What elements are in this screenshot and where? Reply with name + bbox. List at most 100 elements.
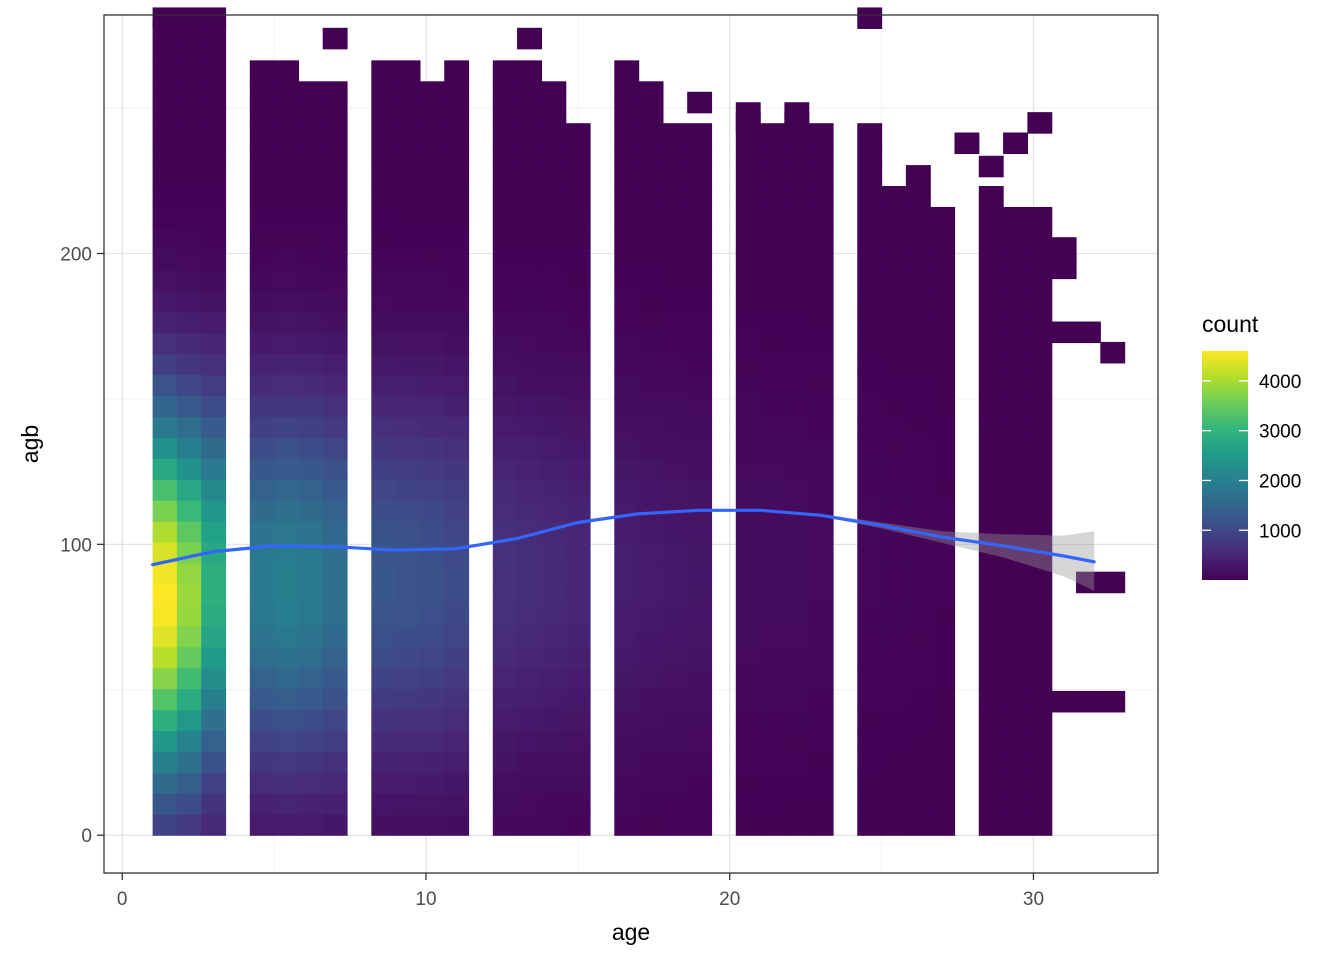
heatmap-tile bbox=[978, 248, 1004, 271]
heatmap-tile bbox=[492, 60, 518, 82]
heatmap-tile bbox=[735, 437, 761, 459]
heatmap-tile bbox=[978, 667, 1004, 690]
heatmap-tile bbox=[687, 206, 713, 229]
heatmap-tile bbox=[1027, 562, 1053, 585]
heatmap-tile bbox=[1003, 311, 1028, 334]
heatmap-tile bbox=[857, 583, 883, 606]
heatmap-tile bbox=[735, 793, 761, 815]
heatmap-tile bbox=[1051, 237, 1077, 259]
heatmap-tile bbox=[930, 625, 956, 648]
heatmap-tile bbox=[857, 311, 883, 334]
smooth-line bbox=[151, 508, 1096, 567]
heatmap-tile bbox=[492, 521, 518, 543]
heatmap-tile bbox=[638, 206, 664, 229]
heatmap-tile bbox=[517, 186, 542, 208]
heatmap-tile bbox=[930, 374, 956, 397]
heatmap-tile bbox=[881, 542, 907, 564]
heatmap-tile bbox=[274, 269, 299, 292]
heatmap-tile bbox=[274, 479, 299, 501]
heatmap-tile bbox=[201, 772, 227, 794]
heatmap-tile bbox=[735, 144, 761, 166]
heatmap-tile bbox=[201, 81, 227, 103]
heatmap-tile bbox=[760, 814, 785, 836]
heatmap-tile bbox=[541, 206, 567, 229]
heatmap-tile bbox=[249, 646, 275, 669]
heatmap-tile bbox=[152, 688, 178, 711]
heatmap-tile bbox=[905, 625, 931, 648]
heatmap-tile bbox=[808, 709, 834, 732]
heatmap-tile bbox=[541, 500, 567, 522]
heatmap-tile bbox=[1027, 709, 1053, 732]
heatmap-tile bbox=[565, 416, 591, 438]
heatmap-tile bbox=[565, 667, 591, 690]
heatmap-tile bbox=[249, 437, 275, 459]
heatmap-tile bbox=[881, 227, 907, 250]
heatmap-tile bbox=[371, 458, 397, 480]
x-tick-label: 0 bbox=[117, 889, 128, 910]
heatmap-tile bbox=[978, 186, 1004, 208]
heatmap-tile bbox=[322, 730, 348, 753]
heatmap-tile bbox=[517, 562, 542, 585]
heatmap-tile bbox=[1027, 311, 1053, 334]
heatmap-tile bbox=[152, 290, 178, 313]
heatmap-tile bbox=[808, 730, 834, 753]
heatmap-tile bbox=[541, 625, 567, 648]
heatmap-tile bbox=[687, 374, 713, 397]
heatmap-tile bbox=[638, 500, 664, 522]
heatmap-tile bbox=[371, 730, 397, 753]
heatmap-tile bbox=[614, 102, 640, 124]
heatmap-tile bbox=[274, 353, 299, 376]
heatmap-tile bbox=[1003, 353, 1028, 376]
heatmap-tile bbox=[930, 646, 956, 669]
heatmap-tile bbox=[784, 248, 810, 271]
heatmap-tile bbox=[687, 604, 713, 627]
heatmap-tile bbox=[444, 730, 470, 753]
heatmap-tile bbox=[662, 227, 688, 250]
heatmap-tile bbox=[274, 751, 299, 773]
heatmap-tile bbox=[395, 102, 421, 124]
heatmap-tiles bbox=[152, 7, 1126, 836]
heatmap-tile bbox=[638, 730, 664, 753]
heatmap-tile bbox=[517, 500, 542, 522]
heatmap-tile bbox=[249, 604, 275, 627]
heatmap-tile bbox=[565, 521, 591, 543]
heatmap-tile bbox=[662, 772, 688, 794]
heatmap-tile bbox=[371, 542, 397, 564]
heatmap-tile bbox=[298, 353, 324, 376]
heatmap-tile bbox=[614, 583, 640, 606]
heatmap-tile bbox=[930, 353, 956, 376]
heatmap-tile bbox=[395, 500, 421, 522]
heatmap-tile bbox=[638, 374, 664, 397]
heatmap-tile bbox=[1003, 793, 1028, 815]
heatmap-tile bbox=[395, 458, 421, 480]
heatmap-tile bbox=[541, 772, 567, 794]
heatmap-tile bbox=[274, 144, 299, 166]
heatmap-tile bbox=[298, 772, 324, 794]
heatmap-tile bbox=[517, 416, 542, 438]
heatmap-tile bbox=[614, 437, 640, 459]
heatmap-tile bbox=[614, 60, 640, 82]
heatmap-tile bbox=[662, 542, 688, 564]
heatmap-tile bbox=[176, 144, 202, 166]
heatmap-tile bbox=[760, 521, 785, 543]
heatmap-tile bbox=[808, 123, 834, 145]
heatmap-tile bbox=[638, 793, 664, 815]
heatmap-tile bbox=[274, 311, 299, 334]
heatmap-tile bbox=[978, 206, 1004, 229]
heatmap-tile bbox=[322, 709, 348, 732]
heatmap-tile bbox=[905, 751, 931, 773]
heatmap-tile bbox=[541, 102, 567, 124]
heatmap-tile bbox=[274, 688, 299, 711]
heatmap-tile bbox=[371, 479, 397, 501]
heatmap-tile bbox=[298, 730, 324, 753]
heatmap-tile bbox=[152, 730, 178, 753]
heatmap-tile bbox=[322, 123, 348, 145]
heatmap-tile bbox=[930, 458, 956, 480]
heatmap-tile bbox=[201, 416, 227, 438]
heatmap-tile bbox=[905, 772, 931, 794]
heatmap-tile bbox=[517, 332, 542, 355]
heatmap-tile bbox=[492, 395, 518, 417]
heatmap-tile bbox=[395, 625, 421, 648]
heatmap-tile bbox=[1027, 112, 1053, 134]
heatmap-tile bbox=[541, 730, 567, 753]
